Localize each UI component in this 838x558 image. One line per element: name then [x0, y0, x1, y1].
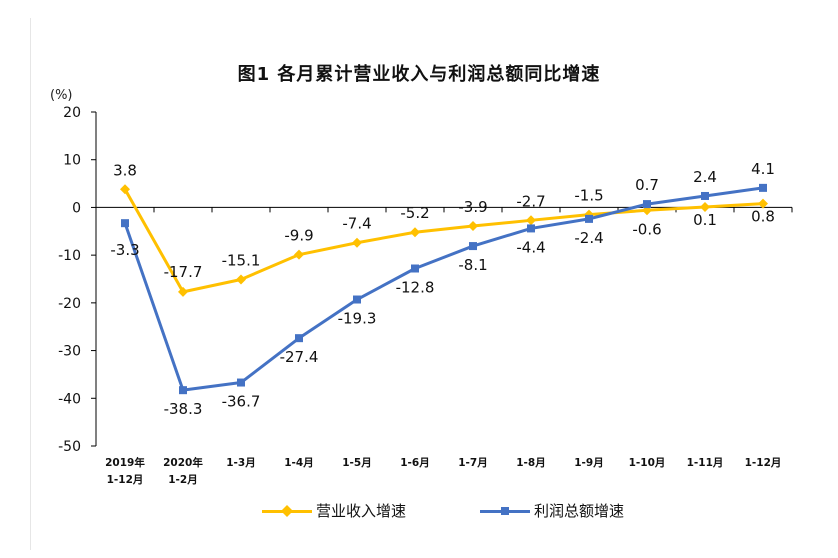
legend-swatch-profit	[480, 501, 530, 521]
legend: 营业收入增速 利润总额增速	[0, 500, 838, 530]
data-label-revenue: -0.6	[632, 220, 661, 238]
data-point-profit	[121, 219, 129, 228]
y-tick-label: -50	[58, 439, 81, 455]
data-label-revenue: 0.8	[751, 208, 775, 226]
y-tick-label: 20	[63, 105, 81, 121]
plot-area: 20 10 0 -10 -20 -30 -40 -50 2019年 1-12月 2020年 1-2月 1…	[58, 105, 793, 486]
data-point-revenue	[178, 286, 188, 297]
data-label-profit: -36.7	[222, 393, 261, 411]
data-point-revenue	[120, 184, 130, 195]
legend-label-profit: 利润总额增速	[534, 502, 625, 520]
y-tick-label: -40	[58, 391, 81, 407]
data-point-profit	[585, 214, 593, 223]
data-point-revenue	[468, 221, 478, 232]
x-tick-label: 2020年	[163, 456, 203, 469]
data-point-profit	[759, 183, 767, 192]
x-tick-label: 1-4月	[284, 457, 313, 469]
data-label-profit: 2.4	[693, 168, 717, 186]
legend-swatch-revenue	[262, 501, 312, 521]
x-tick-label: 1-5月	[342, 457, 371, 469]
x-tick-label: 2019年	[105, 456, 145, 469]
x-tick-label: 1-12月	[107, 474, 144, 486]
data-label-profit: 0.7	[635, 176, 659, 194]
data-label-revenue: -9.9	[284, 227, 313, 245]
x-tick-label: 1-7月	[458, 457, 487, 469]
x-tick-label: 1-12月	[745, 457, 782, 469]
y-tick-label: -30	[58, 344, 81, 360]
data-label-revenue: 3.8	[113, 161, 137, 179]
data-point-profit	[469, 242, 477, 251]
data-point-revenue	[526, 215, 536, 226]
data-label-profit: 4.1	[751, 160, 775, 178]
data-point-profit	[179, 386, 187, 395]
legend-label-revenue: 营业收入增速	[316, 502, 407, 520]
data-point-profit	[643, 200, 651, 209]
data-label-profit: -3.3	[110, 241, 139, 259]
data-point-revenue	[758, 198, 768, 209]
data-label-revenue: -17.7	[164, 263, 203, 281]
x-tick-label: 1-2月	[168, 474, 197, 486]
data-point-profit	[527, 224, 535, 233]
data-point-profit	[701, 191, 709, 200]
data-point-profit	[237, 378, 245, 387]
y-axis-unit-label: (%)	[50, 88, 73, 103]
data-point-profit	[295, 334, 303, 343]
data-point-revenue	[700, 201, 710, 212]
y-tick-label: -10	[58, 248, 81, 264]
y-tick-label: 0	[72, 200, 81, 216]
data-label-profit: -27.4	[280, 348, 319, 366]
x-tick-label: 1-3月	[226, 457, 255, 469]
data-point-revenue	[294, 249, 304, 260]
data-point-profit	[353, 295, 361, 304]
legend-item-revenue: 营业收入增速	[262, 500, 406, 521]
x-tick-label: 1-9月	[574, 457, 603, 469]
y-tick-label: 10	[63, 153, 81, 169]
data-label-profit: -8.1	[458, 256, 487, 274]
data-label-revenue: -15.1	[222, 251, 261, 269]
series-line-revenue	[123, 188, 764, 294]
legend-item-profit: 利润总额增速	[480, 500, 624, 521]
data-label-profit: -38.3	[164, 400, 203, 418]
x-tick-label: 1-8月	[516, 457, 545, 469]
chart-title: 图1 各月累计营业收入与利润总额同比增速	[237, 64, 601, 85]
data-label-revenue: -3.9	[458, 198, 487, 216]
data-label-profit: -2.4	[574, 229, 603, 247]
data-point-revenue	[410, 227, 420, 238]
data-label-revenue: 0.1	[693, 211, 717, 229]
data-label-revenue: -7.4	[342, 215, 371, 233]
x-tick-label: 1-6月	[400, 457, 429, 469]
data-label-revenue: -5.2	[400, 204, 429, 222]
x-tick-label: 1-10月	[629, 457, 666, 469]
data-label-revenue: -2.7	[516, 192, 545, 210]
y-tick-label: -20	[58, 296, 81, 312]
data-label-profit: -4.4	[516, 238, 545, 256]
page-left-rule	[30, 18, 31, 550]
data-point-revenue	[352, 237, 362, 248]
data-label-profit: -19.3	[338, 310, 377, 328]
x-tick-label: 1-11月	[687, 457, 724, 469]
data-point-profit	[411, 264, 419, 273]
series-line-profit	[123, 186, 764, 392]
data-label-profit: -12.8	[396, 279, 435, 297]
data-point-revenue	[236, 274, 246, 285]
data-label-revenue: -1.5	[574, 187, 603, 205]
